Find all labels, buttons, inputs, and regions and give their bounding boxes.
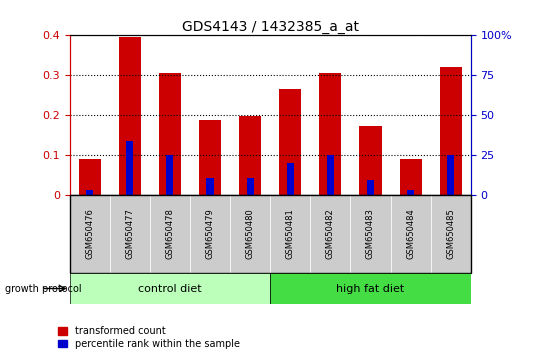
Text: GSM650484: GSM650484 <box>406 208 415 259</box>
Bar <box>431 195 471 273</box>
Bar <box>360 126 381 195</box>
Bar <box>270 195 310 273</box>
Bar <box>400 159 422 195</box>
Bar <box>270 273 471 304</box>
Bar <box>110 195 150 273</box>
Text: control diet: control diet <box>138 284 202 293</box>
Bar <box>230 195 270 273</box>
Bar <box>70 273 270 304</box>
Bar <box>287 163 294 195</box>
Bar <box>319 73 341 195</box>
Bar <box>159 73 181 195</box>
Bar <box>150 195 190 273</box>
Bar <box>310 195 350 273</box>
Text: high fat diet: high fat diet <box>337 284 404 293</box>
Text: GSM650481: GSM650481 <box>286 208 295 259</box>
Bar <box>119 38 141 195</box>
Bar <box>239 116 261 195</box>
Text: GSM650479: GSM650479 <box>205 208 215 259</box>
Text: GSM650485: GSM650485 <box>446 208 455 259</box>
Bar <box>70 195 110 273</box>
Bar <box>391 195 431 273</box>
Bar <box>207 178 213 195</box>
Bar <box>199 120 221 195</box>
Bar <box>126 141 133 195</box>
Bar <box>350 195 391 273</box>
Text: GSM650483: GSM650483 <box>366 208 375 259</box>
Bar <box>166 155 173 195</box>
Title: GDS4143 / 1432385_a_at: GDS4143 / 1432385_a_at <box>182 21 358 34</box>
Text: GSM650482: GSM650482 <box>326 208 335 259</box>
Text: GSM650476: GSM650476 <box>85 208 94 259</box>
Bar <box>407 190 414 195</box>
Bar <box>327 155 334 195</box>
Text: GSM650477: GSM650477 <box>125 208 134 259</box>
Legend: transformed count, percentile rank within the sample: transformed count, percentile rank withi… <box>58 326 240 349</box>
Text: growth protocol: growth protocol <box>5 284 82 293</box>
Bar <box>440 67 462 195</box>
Bar <box>447 155 454 195</box>
Text: GSM650480: GSM650480 <box>246 208 255 259</box>
Bar <box>190 195 230 273</box>
Bar <box>367 180 374 195</box>
Bar <box>247 178 254 195</box>
Text: GSM650478: GSM650478 <box>165 208 174 259</box>
Bar <box>86 190 93 195</box>
Bar <box>79 159 101 195</box>
Bar <box>279 89 301 195</box>
